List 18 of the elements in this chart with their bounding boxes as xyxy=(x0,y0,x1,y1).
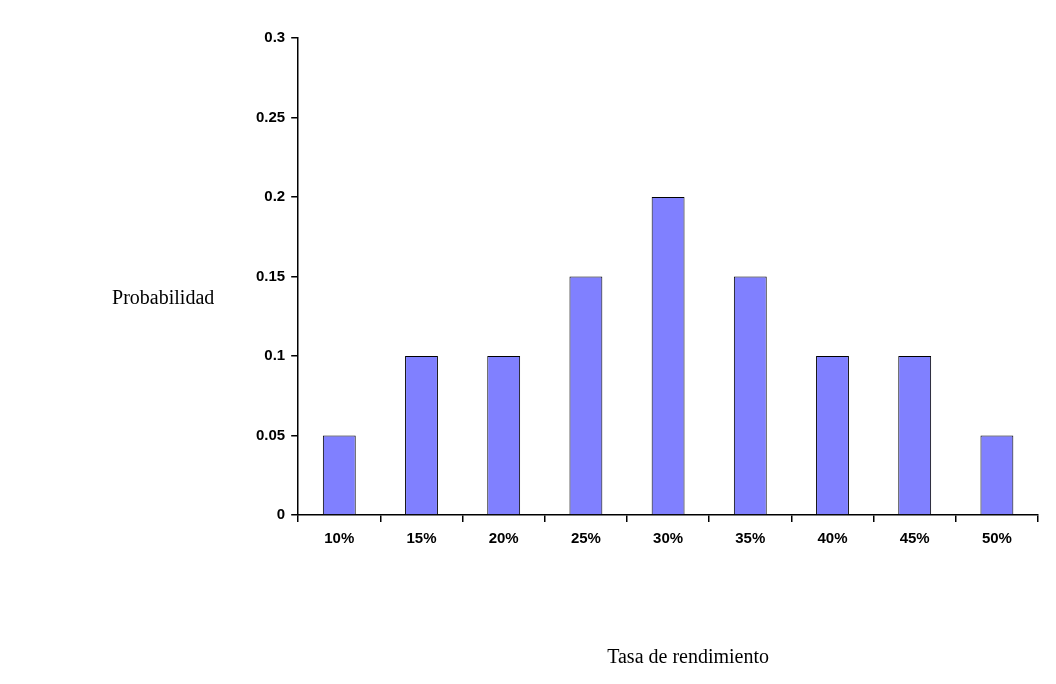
x-tick-label: 25% xyxy=(570,529,601,547)
x-tick-label: 50% xyxy=(981,529,1012,547)
x-tick-label: 45% xyxy=(899,529,930,547)
x-axis-title: Tasa de rendimiento xyxy=(607,645,770,668)
x-tick-label: 35% xyxy=(735,529,766,547)
y-tick-label: 0.05 xyxy=(255,425,286,443)
x-tick-label: 15% xyxy=(406,529,437,547)
x-tick-label: 40% xyxy=(817,529,848,547)
y-axis-title: Probabilidad xyxy=(112,285,215,308)
x-tick-label: 20% xyxy=(488,529,519,547)
y-tick-label: 0 xyxy=(276,505,286,523)
y-tick-label: 0.25 xyxy=(255,107,286,125)
y-tick-label: 0.2 xyxy=(264,187,286,205)
y-tick-label: 0.1 xyxy=(264,346,286,364)
x-tick-label: 30% xyxy=(653,529,684,547)
y-tick-label: 0.3 xyxy=(264,28,286,46)
y-tick-label: 0.15 xyxy=(255,266,286,284)
x-tick-label: 10% xyxy=(324,529,355,547)
